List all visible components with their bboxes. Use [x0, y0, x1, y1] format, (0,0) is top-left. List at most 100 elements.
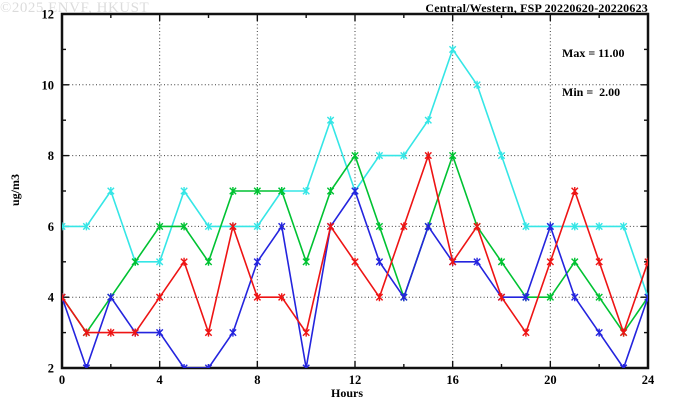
data-point-marker: [180, 222, 188, 231]
data-point-marker: [375, 257, 384, 266]
max-min-legend: Max = 11.00 Min = 2.00: [562, 21, 625, 125]
x-tick-label: 16: [446, 373, 459, 387]
series-group: [62, 45, 648, 368]
data-point-marker: [473, 80, 481, 89]
data-point-marker: [204, 222, 213, 231]
data-point-marker: [107, 293, 115, 302]
data-point-marker: [400, 222, 408, 231]
data-point-marker: [253, 257, 262, 266]
data-point-marker: [278, 293, 286, 302]
data-point-marker: [204, 257, 213, 266]
data-point-marker: [619, 364, 628, 368]
data-point-marker: [375, 293, 384, 302]
data-point-marker: [302, 187, 310, 195]
watermark: ©2025 ENVF, HKUST: [0, 0, 150, 16]
x-tick-label: 8: [254, 373, 260, 387]
series-green: [62, 151, 648, 337]
data-point-marker: [107, 187, 115, 195]
data-point-marker: [155, 328, 164, 337]
data-point-marker: [253, 187, 262, 195]
data-point-marker: [448, 257, 457, 266]
data-point-marker: [155, 257, 164, 266]
data-point-marker: [62, 222, 66, 231]
data-point-marker: [82, 364, 91, 368]
x-tick-label: 12: [349, 373, 362, 387]
data-point-marker: [375, 151, 384, 160]
data-point-marker: [522, 328, 530, 337]
data-point-marker: [131, 328, 139, 337]
data-point-marker: [82, 328, 91, 337]
data-point-marker: [180, 364, 188, 368]
data-point-marker: [107, 328, 115, 337]
data-point-marker: [424, 151, 432, 160]
data-point-marker: [326, 222, 335, 231]
data-point-marker: [448, 151, 457, 160]
y-tick-label: 6: [48, 220, 54, 234]
max-value-label: Max = 11.00: [562, 46, 625, 60]
data-point-marker: [546, 257, 555, 266]
data-point-marker: [253, 222, 262, 231]
x-tick-label: 0: [59, 373, 65, 387]
data-point-marker: [351, 151, 359, 160]
data-point-marker: [155, 293, 164, 302]
data-point-marker: [619, 222, 628, 231]
data-point-marker: [571, 187, 579, 195]
data-point-marker: [302, 257, 310, 266]
data-point-marker: [204, 328, 213, 337]
data-point-marker: [571, 293, 579, 302]
data-point-marker: [546, 293, 555, 302]
x-tick-label: 20: [544, 373, 557, 387]
x-tick-label: 24: [642, 373, 655, 387]
data-point-marker: [644, 257, 648, 266]
data-point-marker: [424, 116, 432, 125]
data-point-marker: [229, 187, 237, 195]
data-point-marker: [497, 293, 506, 302]
data-point-marker: [180, 187, 188, 195]
data-point-marker: [546, 222, 555, 231]
y-tick-label: 4: [48, 291, 55, 305]
data-point-marker: [497, 151, 506, 160]
data-point-marker: [424, 222, 432, 231]
data-point-marker: [302, 328, 310, 337]
data-point-marker: [278, 187, 286, 195]
series-red: [62, 151, 648, 337]
data-point-marker: [253, 293, 262, 302]
data-point-marker: [595, 222, 603, 231]
data-point-marker: [375, 222, 384, 231]
data-point-marker: [497, 257, 506, 266]
min-value-label: Min = 2.00: [562, 85, 621, 99]
y-tick-label: 10: [42, 78, 55, 92]
data-point-marker: [351, 187, 359, 195]
data-point-marker: [619, 328, 628, 337]
y-tick-label: 12: [42, 8, 55, 22]
data-point-marker: [62, 293, 66, 302]
data-point-marker: [278, 222, 286, 231]
data-point-marker: [644, 293, 648, 302]
y-axis-label: ug/m3: [8, 174, 22, 207]
data-point-marker: [473, 222, 481, 231]
data-point-marker: [400, 151, 408, 160]
data-point-marker: [571, 257, 579, 266]
chart-title: Central/Western, FSP 20220620-20220623: [425, 1, 648, 15]
data-point-marker: [473, 257, 481, 266]
data-point-marker: [302, 364, 310, 368]
data-point-marker: [155, 222, 164, 231]
data-point-marker: [571, 222, 579, 231]
data-point-marker: [131, 257, 139, 266]
data-point-marker: [326, 116, 335, 125]
data-point-marker: [351, 257, 359, 266]
data-point-marker: [595, 328, 603, 337]
data-point-marker: [204, 364, 213, 368]
data-point-marker: [448, 45, 457, 54]
y-tick-label: 2: [48, 362, 54, 376]
y-tick-label: 8: [48, 149, 54, 163]
data-point-marker: [595, 257, 603, 266]
data-point-marker: [180, 257, 188, 266]
data-point-marker: [400, 293, 408, 302]
data-point-marker: [595, 293, 603, 302]
data-point-marker: [229, 222, 237, 231]
x-axis-label: Hours: [330, 386, 363, 400]
data-point-marker: [522, 293, 530, 302]
